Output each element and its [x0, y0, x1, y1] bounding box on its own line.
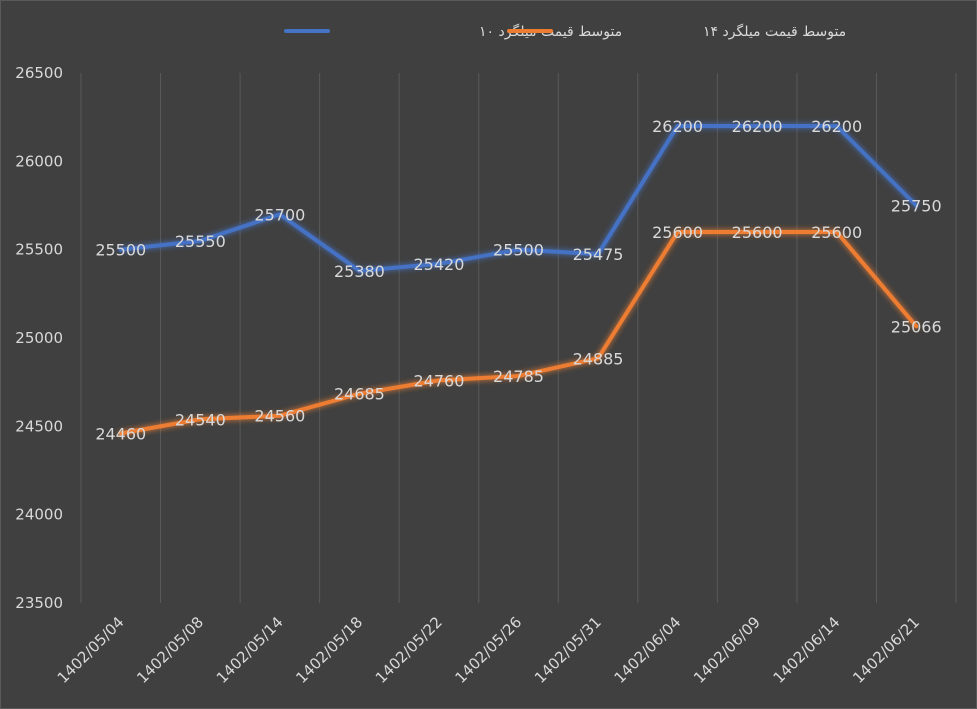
- data-labels: 25500 25550 25700 25380 25420 25500 25475 26200…: [95, 117, 941, 443]
- x-tick-label: 1402/05/31: [531, 613, 605, 687]
- data-label: 26200: [652, 117, 703, 136]
- data-point: [278, 212, 282, 216]
- data-point: [755, 230, 759, 234]
- data-label: 25500: [95, 241, 146, 260]
- data-point: [835, 124, 839, 128]
- data-label: 24885: [573, 349, 624, 368]
- series: [118, 124, 919, 436]
- x-axis: 1402/05/04 1402/05/08 1402/05/14 1402/05/18…: [54, 613, 923, 687]
- data-point: [119, 248, 123, 252]
- legend-label: متوسط قیمت میلگرد ۱۴: [703, 23, 846, 40]
- data-point: [278, 414, 282, 418]
- data-point: [755, 124, 759, 128]
- data-point: [596, 356, 600, 360]
- data-point: [517, 248, 520, 252]
- data-point: [517, 374, 520, 378]
- x-tick-label: 1402/05/26: [451, 613, 525, 687]
- legend: متوسط قیمت میلگرد ۱۰ متوسط قیمت میلگرد ۱۴: [284, 23, 846, 40]
- data-label: 24540: [175, 410, 226, 429]
- data-point: [198, 239, 202, 243]
- x-tick-label: 1402/06/21: [849, 613, 923, 687]
- data-label: 26200: [732, 117, 783, 136]
- data-point: [914, 324, 918, 328]
- x-tick-label: 1402/05/22: [372, 613, 446, 687]
- data-label: 26200: [811, 117, 862, 136]
- data-point: [357, 392, 361, 396]
- y-tick-label: 26000: [15, 152, 63, 170]
- data-point: [914, 204, 918, 207]
- data-point: [119, 431, 123, 435]
- y-tick-label: 23500: [15, 594, 63, 612]
- data-label: 25600: [652, 223, 703, 242]
- data-label: 25380: [334, 262, 385, 281]
- x-tick-label: 1402/05/14: [213, 613, 287, 687]
- data-label: 25550: [175, 232, 226, 251]
- data-label: 24760: [414, 371, 465, 390]
- data-point: [676, 124, 680, 128]
- x-tick-label: 1402/06/14: [770, 613, 844, 687]
- y-tick-label: 26500: [15, 64, 63, 82]
- data-point: [198, 417, 202, 421]
- data-label: 25475: [573, 245, 624, 264]
- x-tick-label: 1402/06/04: [611, 613, 685, 687]
- data-point: [676, 230, 680, 234]
- x-tick-label: 1402/05/08: [133, 613, 207, 687]
- data-label: 25600: [732, 223, 783, 242]
- data-label: 25500: [493, 241, 544, 260]
- x-tick-label: 1402/06/09: [690, 613, 764, 687]
- data-point: [835, 230, 839, 234]
- gridlines: [80, 73, 957, 603]
- data-label: 24685: [334, 385, 385, 404]
- data-label: 25750: [891, 197, 942, 216]
- data-label: 25700: [254, 205, 305, 224]
- x-tick-label: 1402/05/04: [54, 613, 128, 687]
- y-tick-label: 24000: [15, 506, 63, 524]
- data-label: 25420: [414, 255, 465, 274]
- y-tick-label: 24500: [15, 417, 63, 435]
- y-tick-label: 25500: [15, 241, 63, 259]
- data-label: 24785: [493, 367, 544, 386]
- data-label: 24460: [95, 424, 146, 443]
- y-axis: 23500 24000 24500 25000 25500 26000 26500: [15, 64, 63, 612]
- data-point: [357, 269, 361, 273]
- data-label: 25600: [811, 223, 862, 242]
- data-label: 24560: [254, 407, 305, 426]
- y-tick-label: 25000: [15, 329, 63, 347]
- x-tick-label: 1402/05/18: [292, 613, 366, 687]
- data-point: [596, 252, 600, 256]
- data-point: [437, 262, 441, 266]
- data-label: 25066: [891, 317, 942, 336]
- data-point: [437, 378, 441, 382]
